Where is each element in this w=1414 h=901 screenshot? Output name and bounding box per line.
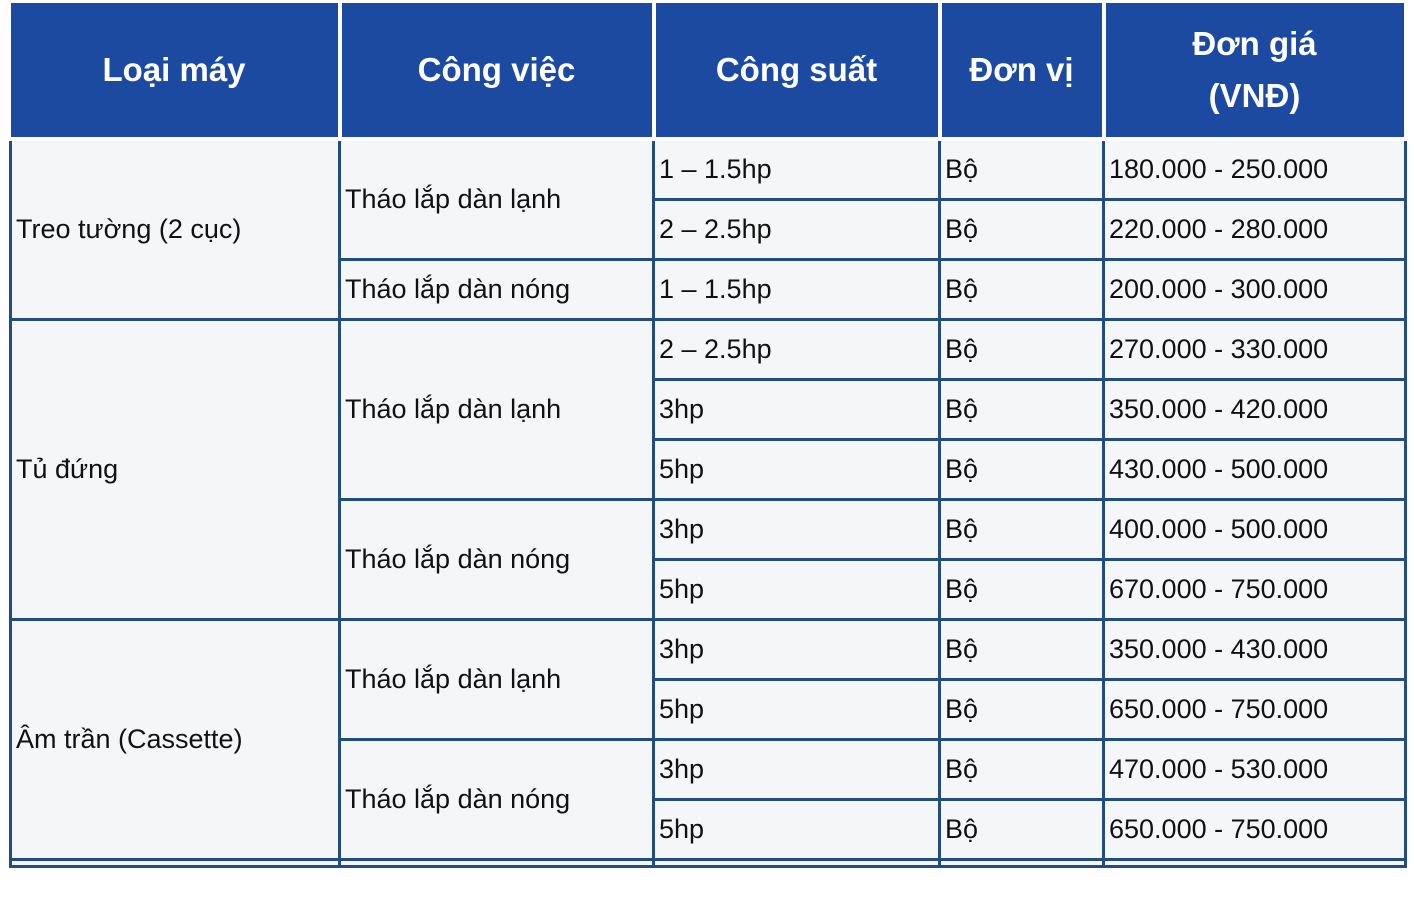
price-cell: 270.000 - 330.000 <box>1102 318 1407 381</box>
table-row: Tháo lắp dàn nóng 3hp Bộ 400.000 - 500.000 <box>11 498 1407 621</box>
price-cell: 430.000 - 500.000 <box>1102 438 1407 501</box>
price-cell: 180.000 - 250.000 <box>1102 137 1407 201</box>
capacity-cell: 5hp <box>652 558 941 621</box>
unit-cell: Bộ <box>938 198 1105 261</box>
table-row: Tháo lắp dàn nóng 3hp Bộ 470.000 - 530.000 <box>11 738 1407 861</box>
unit-cell: Bộ <box>938 678 1105 741</box>
capacity-cell: 2 – 2.5hp <box>652 198 941 261</box>
table-row-partial <box>9 858 1407 868</box>
capacity-cell: 1 – 1.5hp <box>652 137 941 201</box>
table-row: Âm trần (Cassette) Tháo lắp dàn lạnh 3hp Bộ… <box>9 618 1407 861</box>
capacity-cell: 3hp <box>652 378 941 441</box>
job-cell: Tháo lắp dàn lạnh <box>338 318 655 501</box>
unit-cell: Bộ <box>938 618 1105 681</box>
unit-cell: Bộ <box>938 258 1105 321</box>
table-body: Treo tường (2 cục) Tháo lắp dàn lạnh 1 – 1… <box>9 137 1407 868</box>
capacity-cell: 3hp <box>652 738 941 801</box>
capacity-cell: 2 – 2.5hp <box>652 318 941 381</box>
price-cell: 350.000 - 430.000 <box>1102 618 1407 681</box>
table-row: 5hp Bộ 650.000 - 750.000 <box>11 798 1407 861</box>
empty-cell <box>652 858 941 868</box>
empty-cell <box>9 858 341 868</box>
header-capacity: Công suất <box>651 3 942 141</box>
price-cell: 200.000 - 300.000 <box>1102 258 1407 321</box>
job-cell: Tháo lắp dàn lạnh <box>338 137 655 261</box>
machine-type-cell: Tủ đứng <box>9 318 341 621</box>
empty-cell <box>1102 858 1407 868</box>
unit-cell: Bộ <box>938 137 1105 201</box>
capacity-cell: 3hp <box>652 498 941 561</box>
capacity-cell: 5hp <box>652 678 941 741</box>
unit-cell: Bộ <box>938 378 1105 441</box>
header-price: Đơn giá (VNĐ) <box>1101 3 1408 141</box>
table-row: 3hp Bộ 350.000 - 420.000 <box>11 378 1407 441</box>
price-cell: 400.000 - 500.000 <box>1102 498 1407 561</box>
empty-cell <box>938 858 1105 868</box>
table-row: Treo tường (2 cục) Tháo lắp dàn lạnh 1 – 1… <box>9 137 1407 321</box>
unit-cell: Bộ <box>938 498 1105 561</box>
machine-type-cell: Treo tường (2 cục) <box>9 137 341 321</box>
price-cell: 220.000 - 280.000 <box>1102 198 1407 261</box>
capacity-cell: 3hp <box>652 618 941 681</box>
header-unit: Đơn vị <box>937 3 1106 141</box>
header-job: Công việc <box>337 3 656 141</box>
unit-cell: Bộ <box>938 798 1105 861</box>
capacity-cell: 5hp <box>652 798 941 861</box>
price-cell: 350.000 - 420.000 <box>1102 378 1407 441</box>
table-row: Tháo lắp dàn nóng 1 – 1.5hp Bộ 200.000 - 30… <box>11 258 1407 321</box>
unit-cell: Bộ <box>938 558 1105 621</box>
table-row: 5hp Bộ 650.000 - 750.000 <box>11 678 1407 741</box>
header-row: Loại máy Công việc Công suất Đơn vị Đơn … <box>10 3 1408 141</box>
unit-cell: Bộ <box>938 738 1105 801</box>
machine-type-cell: Âm trần (Cassette) <box>9 618 341 861</box>
price-cell: 670.000 - 750.000 <box>1102 558 1407 621</box>
table-row: 5hp Bộ 430.000 - 500.000 <box>11 438 1407 501</box>
unit-cell: Bộ <box>938 318 1105 381</box>
job-cell: Tháo lắp dàn nóng <box>338 498 655 621</box>
table-row: Tủ đứng Tháo lắp dàn lạnh 2 – 2.5hp Bộ 270.0… <box>9 318 1407 621</box>
empty-cell <box>338 858 655 868</box>
price-cell: 650.000 - 750.000 <box>1102 798 1407 861</box>
capacity-cell: 5hp <box>652 438 941 501</box>
capacity-cell: 1 – 1.5hp <box>652 258 941 321</box>
price-table: Loại máy Công việc Công suất Đơn vị Đơn … <box>9 3 1408 868</box>
job-cell: Tháo lắp dàn nóng <box>338 738 655 861</box>
header-machine-type: Loại máy <box>10 3 342 141</box>
price-cell: 470.000 - 530.000 <box>1102 738 1407 801</box>
unit-cell: Bộ <box>938 438 1105 501</box>
table-row: 5hp Bộ 670.000 - 750.000 <box>11 558 1407 621</box>
job-cell: Tháo lắp dàn nóng <box>338 258 655 321</box>
job-cell: Tháo lắp dàn lạnh <box>338 618 655 741</box>
table-row: 2 – 2.5hp Bộ 220.000 - 280.000 <box>11 198 1407 261</box>
price-cell: 650.000 - 750.000 <box>1102 678 1407 741</box>
